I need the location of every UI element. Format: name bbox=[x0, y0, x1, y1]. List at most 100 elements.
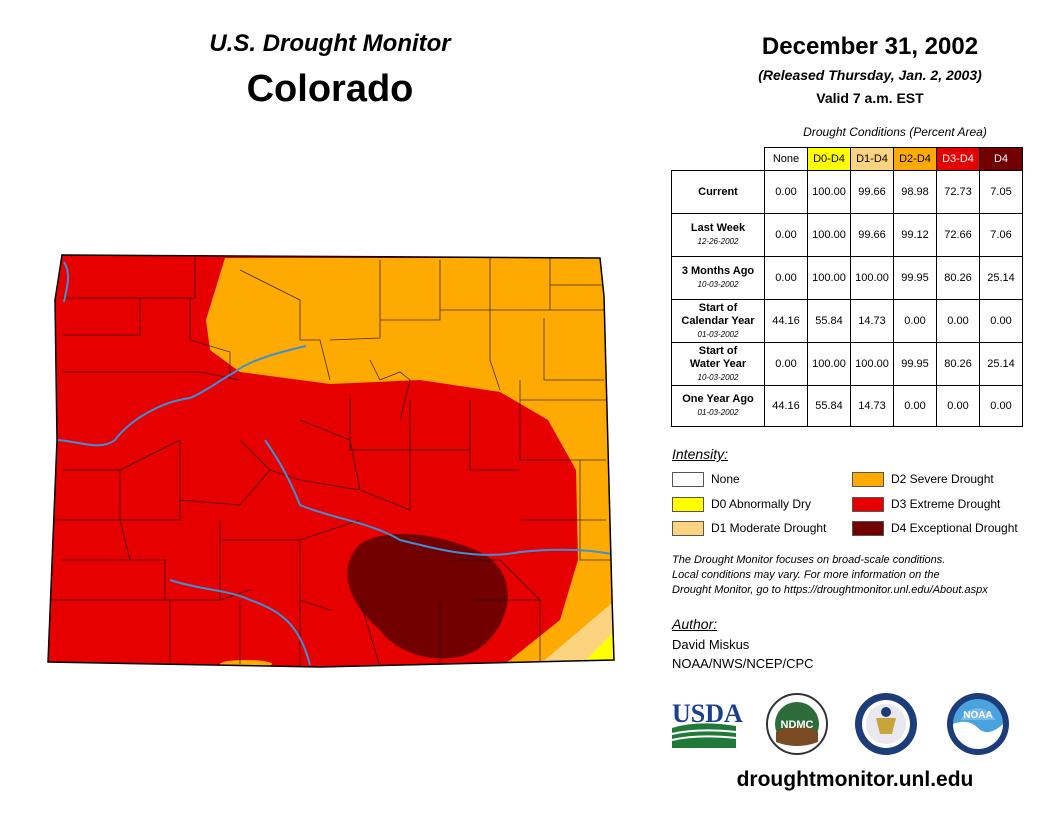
col-header-d1-d4: D1-D4 bbox=[850, 147, 894, 171]
state-outline bbox=[47, 254, 615, 668]
d2-severe-drought-area-ne bbox=[540, 258, 610, 282]
table-cell: 100.00 bbox=[850, 342, 894, 386]
d4-exceptional-drought-area bbox=[347, 533, 508, 659]
table-cell: 100.00 bbox=[807, 170, 851, 214]
author-title: Author: bbox=[672, 616, 718, 632]
author-org: NOAA/NWS/NCEP/CPC bbox=[672, 656, 814, 671]
table-cell: 55.84 bbox=[807, 299, 851, 343]
disclaimer-note: The Drought Monitor focuses on broad-sca… bbox=[672, 553, 1052, 598]
table-row: Current 0.00 100.00 99.66 98.98 72.73 7.… bbox=[671, 170, 1023, 214]
legend-item-none: None bbox=[672, 470, 740, 488]
ndmc-logo: NDMC bbox=[766, 693, 828, 755]
release-date: (Released Thursday, Jan. 2, 2003) bbox=[758, 67, 982, 83]
legend-item-d0: D0 Abnormally Dry bbox=[672, 495, 811, 513]
legend-label: D0 Abnormally Dry bbox=[711, 497, 812, 511]
table-cell: 0.00 bbox=[979, 299, 1023, 343]
note-line: Local conditions may vary. For more info… bbox=[672, 569, 940, 581]
d2-severe-drought-area-south bbox=[220, 660, 272, 667]
col-header-d3-d4: D3-D4 bbox=[936, 147, 980, 171]
legend-item-d1: D1 Moderate Drought bbox=[672, 519, 826, 537]
website-url[interactable]: droughtmonitor.unl.edu bbox=[736, 768, 974, 791]
table-cell: 0.00 bbox=[936, 385, 980, 427]
table-cell: 44.16 bbox=[764, 299, 808, 343]
table-cell: 99.12 bbox=[893, 213, 937, 257]
table-cell: 7.05 bbox=[979, 170, 1023, 214]
table-cell: 0.00 bbox=[936, 299, 980, 343]
note-line: Drought Monitor, go to https://droughtmo… bbox=[672, 584, 988, 596]
legend-swatch bbox=[672, 471, 704, 487]
table-cell: 100.00 bbox=[850, 256, 894, 300]
d0-abnormally-dry-area bbox=[582, 632, 614, 664]
table-cell: 14.73 bbox=[850, 385, 894, 427]
legend-swatch bbox=[852, 471, 884, 487]
table-row: 3 Months Ago 10-03-2002 0.00 100.00 100.0… bbox=[671, 256, 1023, 300]
colorado-drought-map bbox=[47, 254, 615, 668]
legend-label: D2 Severe Drought bbox=[891, 472, 994, 486]
usda-logo: USDA bbox=[671, 699, 743, 748]
noaa-logo: NOAA bbox=[947, 693, 1009, 755]
table-cell: 25.14 bbox=[979, 342, 1023, 386]
d1-moderate-drought-area bbox=[540, 602, 614, 664]
legend-label: D3 Extreme Drought bbox=[891, 497, 1001, 511]
table-cell: 55.84 bbox=[807, 385, 851, 427]
table-cell: 0.00 bbox=[764, 256, 808, 300]
row-label: Start of Water Year 10-03-2002 bbox=[671, 342, 765, 386]
legend-label: D1 Moderate Drought bbox=[711, 521, 827, 535]
row-label: Start of Calendar Year 01-03-2002 bbox=[671, 299, 765, 343]
table-cell: 98.98 bbox=[893, 170, 937, 214]
usda-logo-text: USDA bbox=[672, 699, 743, 728]
valid-time: Valid 7 a.m. EST bbox=[816, 90, 924, 106]
note-line: The Drought Monitor focuses on broad-sca… bbox=[672, 554, 946, 566]
table-cell: 99.66 bbox=[850, 213, 894, 257]
legend-swatch bbox=[672, 496, 704, 512]
legend-item-d3: D3 Extreme Drought bbox=[852, 495, 1000, 513]
table-cell: 99.95 bbox=[893, 342, 937, 386]
table-cell: 80.26 bbox=[936, 256, 980, 300]
table-row: Last Week 12-26-2002 0.00 100.00 99.66 99… bbox=[671, 213, 1023, 257]
legend-title: Intensity: bbox=[672, 446, 729, 462]
legend-swatch bbox=[852, 520, 884, 536]
row-label: One Year Ago 01-03-2002 bbox=[671, 385, 765, 427]
row-label: 3 Months Ago 10-03-2002 bbox=[671, 256, 765, 300]
table-cell: 0.00 bbox=[764, 170, 808, 214]
author-name: David Miskus bbox=[672, 637, 750, 652]
drought-conditions-table: None D0-D4 D1-D4 D2-D4 D3-D4 D4 Current … bbox=[671, 147, 1023, 427]
table-cell: 80.26 bbox=[936, 342, 980, 386]
table-caption: Drought Conditions (Percent Area) bbox=[803, 125, 987, 139]
table-cell: 25.14 bbox=[979, 256, 1023, 300]
table-cell: 100.00 bbox=[807, 342, 851, 386]
county-boundaries bbox=[50, 258, 612, 667]
table-cell: 44.16 bbox=[764, 385, 808, 427]
table-row: One Year Ago 01-03-2002 44.16 55.84 14.73… bbox=[671, 385, 1023, 427]
legend-item-d2: D2 Severe Drought bbox=[852, 470, 994, 488]
commerce-logo bbox=[855, 693, 917, 755]
legend-swatch bbox=[852, 496, 884, 512]
col-header-d0-d4: D0-D4 bbox=[807, 147, 851, 171]
table-cell: 0.00 bbox=[979, 385, 1023, 427]
legend-label: None bbox=[711, 472, 740, 486]
table-corner bbox=[672, 148, 765, 171]
col-header-d2-d4: D2-D4 bbox=[893, 147, 937, 171]
rivers bbox=[54, 261, 613, 666]
legend-label: D4 Exceptional Drought bbox=[891, 521, 1018, 535]
row-label: Current bbox=[671, 170, 765, 214]
col-header-none: None bbox=[764, 147, 808, 171]
table-cell: 7.06 bbox=[979, 213, 1023, 257]
table-row: Start of Water Year 10-03-2002 0.00 100.00… bbox=[671, 342, 1023, 386]
map-subtitle: U.S. Drought Monitor bbox=[209, 30, 451, 57]
noaa-logo-text: NOAA bbox=[963, 710, 992, 721]
table-cell: 72.73 bbox=[936, 170, 980, 214]
table-cell: 99.66 bbox=[850, 170, 894, 214]
row-label: Last Week 12-26-2002 bbox=[671, 213, 765, 257]
map-title: Colorado bbox=[246, 68, 414, 110]
legend-swatch bbox=[672, 520, 704, 536]
table-row: Start of Calendar Year 01-03-2002 44.16 55… bbox=[671, 299, 1023, 343]
table-cell: 0.00 bbox=[764, 342, 808, 386]
table-cell: 99.95 bbox=[893, 256, 937, 300]
legend-item-d4: D4 Exceptional Drought bbox=[852, 519, 1018, 537]
table-cell: 14.73 bbox=[850, 299, 894, 343]
table-cell: 100.00 bbox=[807, 256, 851, 300]
table-cell: 72.66 bbox=[936, 213, 980, 257]
map-date: December 31, 2002 bbox=[761, 33, 979, 60]
table-cell: 100.00 bbox=[807, 213, 851, 257]
